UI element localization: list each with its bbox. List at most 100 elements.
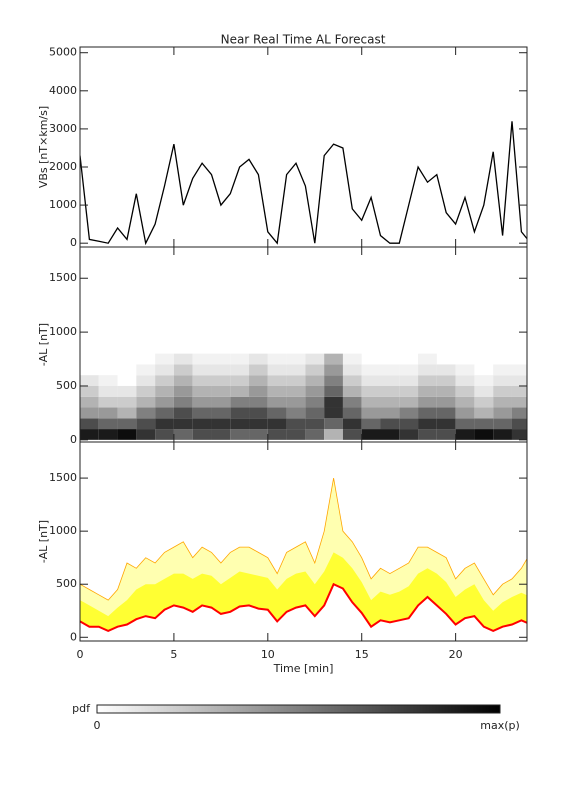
pdf-cell — [342, 375, 362, 386]
pdf-cell — [80, 396, 99, 408]
pdf-cell — [342, 429, 362, 440]
pdf-cell — [192, 364, 212, 376]
pdf-cell — [493, 396, 512, 408]
chart-title: Near Real Time AL Forecast — [221, 33, 386, 47]
axes-frame — [79, 46, 528, 248]
pdf-cell — [192, 429, 212, 440]
pdf-cell — [230, 375, 250, 386]
pdf-cell — [286, 364, 306, 376]
pdf-cell — [342, 396, 362, 408]
plot-area — [80, 353, 527, 440]
pdf-cell — [267, 407, 287, 419]
colorbar-max: max(p) — [480, 719, 520, 732]
pdf-cell — [455, 418, 475, 430]
pdf-cell — [305, 375, 325, 386]
pdf-cell — [324, 385, 343, 397]
pdf-cell — [267, 385, 287, 397]
pdf-cell — [286, 407, 306, 419]
pdf-cell — [380, 375, 400, 386]
pdf-cell — [418, 385, 437, 397]
pdf-cell — [98, 396, 118, 408]
x-axis-label: Time [min] — [273, 662, 334, 675]
x-tick-label: 20 — [449, 648, 463, 661]
pdf-cell — [173, 353, 193, 365]
pdf-cell — [173, 364, 193, 376]
pdf-cell — [436, 407, 456, 419]
pdf-cell — [136, 418, 156, 430]
vbs-line — [80, 121, 527, 246]
pdf-cell — [155, 418, 174, 430]
pdf-cell — [267, 429, 287, 440]
pdf-cell — [173, 375, 193, 386]
pdf-cell — [192, 418, 212, 430]
pdf-cell — [474, 396, 494, 408]
pdf-cell — [211, 418, 231, 430]
pdf-cell — [436, 429, 456, 440]
pdf-cell — [230, 407, 250, 419]
pdf-cell — [436, 385, 456, 397]
pdf-cell — [474, 375, 494, 386]
pdf-cell — [230, 418, 250, 430]
pdf-cell — [399, 429, 419, 440]
pdf-cell — [155, 375, 174, 386]
pdf-cell — [136, 364, 156, 376]
pdf-cell — [418, 418, 437, 430]
pdf-cell — [455, 396, 475, 408]
pdf-cell — [418, 429, 437, 440]
pdf-cell — [98, 407, 118, 419]
pdf-cell — [493, 429, 512, 440]
pdf-cell — [117, 396, 137, 408]
pdf-cell — [211, 375, 231, 386]
pdf-cell — [249, 407, 268, 419]
y-axis-label: -AL [nT] — [37, 323, 50, 366]
pdf-cell — [136, 429, 156, 440]
pdf-cell — [305, 418, 325, 430]
pdf-cell — [380, 407, 400, 419]
pdf-cell — [80, 418, 99, 430]
pdf-cell — [493, 364, 512, 376]
pdf-cell — [211, 396, 231, 408]
plot-area — [80, 121, 527, 246]
y-tick-label: 0 — [70, 433, 77, 446]
pdf-cell — [380, 364, 400, 376]
pdf-cell — [342, 418, 362, 430]
pdf-cell — [493, 418, 512, 430]
pdf-cell — [155, 364, 174, 376]
pdf-cell — [249, 353, 268, 365]
pdf-cell — [380, 418, 400, 430]
y-axis-label: VBs [nT×km/s] — [37, 106, 50, 188]
pdf-cell — [342, 407, 362, 419]
pdf-cell — [267, 353, 287, 365]
pdf-cell — [80, 375, 99, 386]
pdf-cell — [474, 429, 494, 440]
x-tick-label: 10 — [261, 648, 275, 661]
pdf-cell — [305, 396, 325, 408]
pdf-cell — [305, 429, 325, 440]
pdf-cell — [136, 375, 156, 386]
pdf-cell — [286, 396, 306, 408]
pdf-cell — [267, 396, 287, 408]
pdf-cell — [380, 429, 400, 440]
pdf-cell — [286, 385, 306, 397]
y-tick-label: 500 — [56, 577, 77, 590]
pdf-cell — [267, 418, 287, 430]
pdf-cell — [98, 418, 118, 430]
pdf-cell — [117, 407, 137, 419]
x-tick-label: 0 — [77, 648, 84, 661]
pdf-cell — [399, 375, 419, 386]
y-tick-label: 1000 — [49, 325, 77, 338]
pdf-cell — [117, 385, 137, 397]
pdf-cell — [80, 429, 99, 440]
pdf-cell — [173, 407, 193, 419]
pdf-cell — [418, 396, 437, 408]
pdf-cell — [136, 396, 156, 408]
pdf-cell — [455, 375, 475, 386]
pdf-cell — [493, 385, 512, 397]
pdf-cell — [380, 396, 400, 408]
pdf-cell — [211, 353, 231, 365]
pdf-cell — [493, 375, 512, 386]
pdf-cell — [324, 364, 343, 376]
pdf-cell — [361, 418, 381, 430]
y-tick-label: 2000 — [49, 160, 77, 173]
